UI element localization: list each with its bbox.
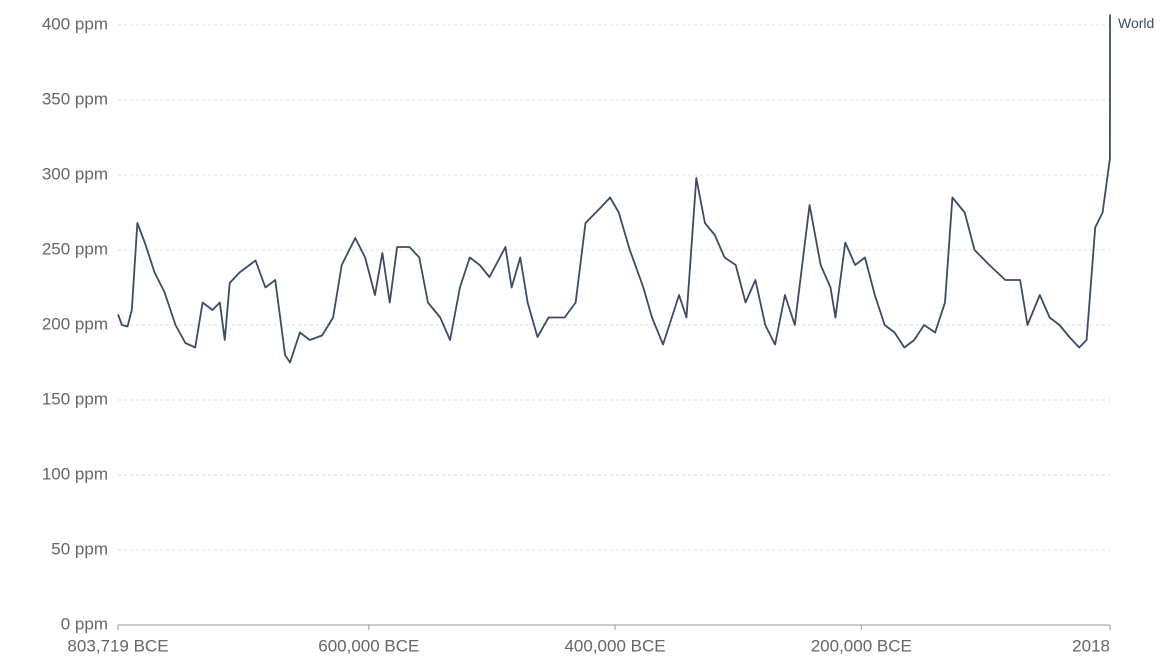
y-tick-label: 350 ppm [42, 89, 108, 108]
x-tick-label: 200,000 BCE [811, 636, 912, 655]
y-tick-label: 300 ppm [42, 164, 108, 183]
y-tick-label: 50 ppm [51, 539, 108, 558]
x-tick-label: 400,000 BCE [564, 636, 665, 655]
series-line [117, 14, 1111, 364]
y-tick-label: 0 ppm [61, 614, 108, 633]
y-tick-label: 400 ppm [42, 14, 108, 33]
x-tick-label: 600,000 BCE [318, 636, 419, 655]
x-tick-label: 803,719 BCE [67, 636, 168, 655]
y-tick-label: 100 ppm [42, 464, 108, 483]
y-tick-label: 250 ppm [42, 239, 108, 258]
series-label: World [1118, 15, 1154, 31]
y-tick-label: 200 ppm [42, 314, 108, 333]
y-tick-label: 150 ppm [42, 389, 108, 408]
x-tick-label: 2018 [1072, 636, 1110, 655]
